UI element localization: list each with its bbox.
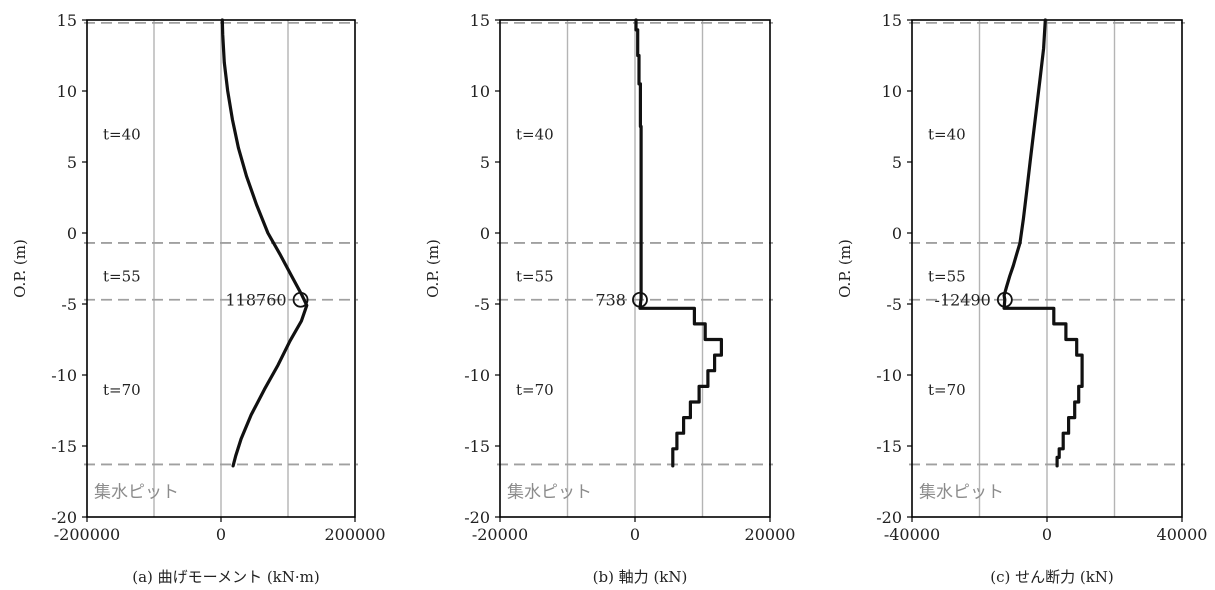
x-tick-label: 20000 [745, 525, 796, 544]
zone-label: t=40 [516, 126, 554, 144]
series-line [634, 18, 724, 468]
y-tick-label: 15 [57, 11, 77, 30]
pit-label: 集水ピット [919, 482, 1004, 502]
y-tick-label: 5 [892, 153, 902, 172]
y-tick-label: 15 [882, 11, 902, 30]
zone-label: t=70 [928, 381, 966, 399]
chart-panel-1: 15 10 5 0 -5 -10 -15 -20-20000 0 20000 O.P. (m) (b)… [424, 11, 795, 586]
panel-caption: (a) 曲げモーメント (kN·m) [132, 568, 320, 586]
y-tick-label: 10 [470, 82, 490, 101]
chart-panel-0: 15 10 5 0 -5 -10 -15 -20-200000 0 200000 O.P. (m) (… [11, 11, 386, 586]
peak-marker [292, 291, 309, 308]
peak-value-label: -12490 [935, 291, 991, 310]
y-tick-label: 15 [470, 11, 490, 30]
x-tick-label: 0 [216, 525, 226, 544]
y-tick-label: 0 [67, 224, 77, 243]
y-axis-label: O.P. (m) [424, 239, 442, 298]
y-tick-label: -15 [51, 437, 77, 456]
series-line [220, 18, 309, 468]
panel-caption: (b) 軸力 (kN) [593, 568, 688, 586]
x-tick-label: -200000 [54, 525, 120, 544]
y-tick-label: -5 [474, 295, 490, 314]
y-tick-label: -5 [886, 295, 902, 314]
zone-label: t=70 [103, 381, 141, 399]
y-tick-label: 5 [67, 153, 77, 172]
y-tick-label: -15 [464, 437, 490, 456]
pit-label: 集水ピット [507, 482, 592, 502]
zone-label: t=55 [103, 268, 141, 286]
y-tick-label: -20 [464, 508, 490, 527]
y-tick-label: -10 [51, 366, 77, 385]
zone-label: t=70 [516, 381, 554, 399]
y-tick-label: 10 [882, 82, 902, 101]
y-tick-label: -5 [61, 295, 77, 314]
zone-label: t=40 [928, 126, 966, 144]
chart-panel-2: 15 10 5 0 -5 -10 -15 -20-40000 0 40000 O.P. (m) (c)… [836, 11, 1207, 586]
peak-value-label: 738 [595, 291, 626, 310]
peak-marker [996, 291, 1013, 308]
zone-label: t=55 [516, 268, 554, 286]
y-tick-label: -10 [876, 366, 902, 385]
x-tick-label: -40000 [884, 525, 940, 544]
x-tick-label: 0 [630, 525, 640, 544]
x-tick-label: 40000 [1157, 525, 1208, 544]
y-tick-label: 0 [480, 224, 490, 243]
y-tick-label: -15 [876, 437, 902, 456]
peak-value-label: 118760 [225, 291, 286, 310]
y-tick-label: -20 [51, 508, 77, 527]
x-tick-label: 200000 [324, 525, 385, 544]
y-axis-label: O.P. (m) [11, 239, 29, 298]
peak-marker [632, 291, 648, 308]
y-axis-label: O.P. (m) [836, 239, 854, 298]
x-tick-label: 0 [1042, 525, 1052, 544]
y-tick-label: -10 [464, 366, 490, 385]
zone-label: t=55 [928, 268, 966, 286]
y-tick-label: -20 [876, 508, 902, 527]
zone-label: t=40 [103, 126, 141, 144]
y-tick-label: 10 [57, 82, 77, 101]
x-tick-label: -20000 [472, 525, 528, 544]
pit-label: 集水ピット [94, 482, 179, 502]
series-line [1002, 18, 1084, 468]
y-tick-label: 5 [480, 153, 490, 172]
panel-caption: (c) せん断力 (kN) [990, 568, 1114, 586]
y-tick-label: 0 [892, 224, 902, 243]
